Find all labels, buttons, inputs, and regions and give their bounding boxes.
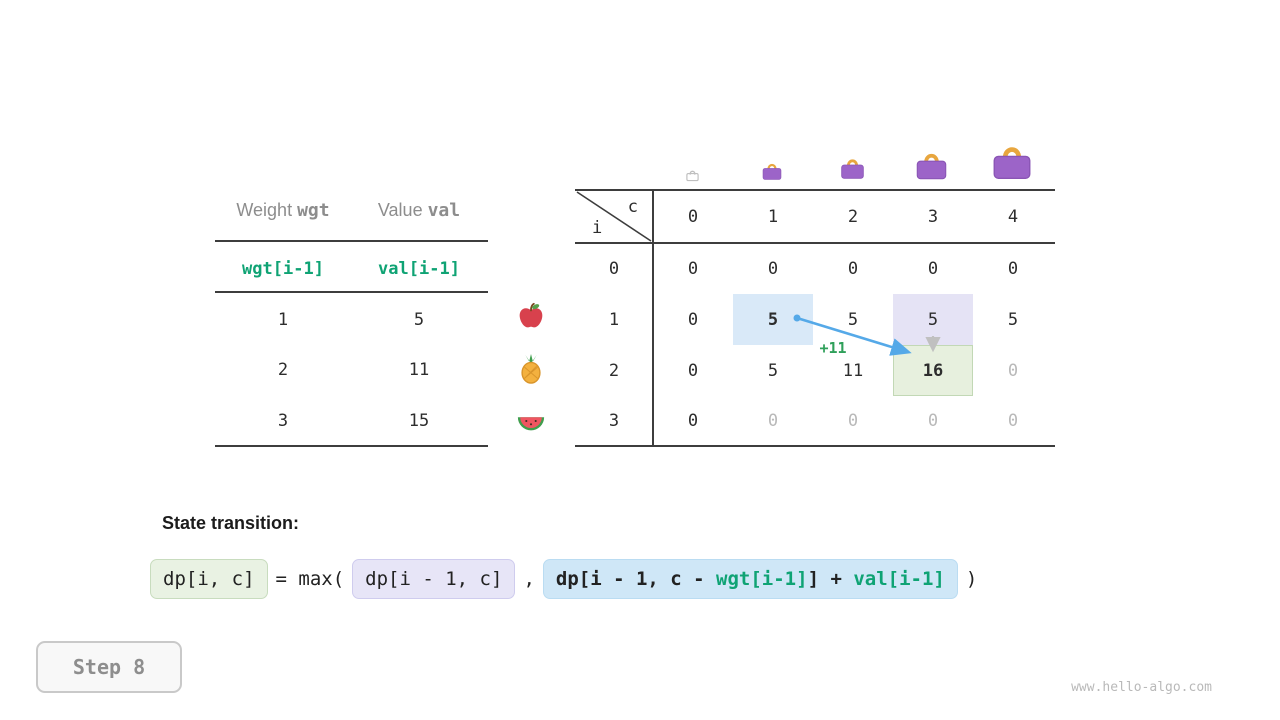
- formula-option2-box: dp[i - 1, c - wgt[i-1]] + val[i-1]: [542, 559, 958, 599]
- state-transition-heading: State transition:: [162, 513, 300, 533]
- dp-cell-2-3-current-highlight: 16: [893, 345, 973, 396]
- dp-cell-0-4: 0: [1007, 258, 1019, 279]
- dp-table-line-bottom: [575, 445, 1055, 447]
- item-2-value: 11: [408, 360, 430, 380]
- weight-header-code: wgt: [297, 200, 330, 221]
- dp-cell-1-4: 5: [1007, 309, 1019, 330]
- weight-header-prefix: Weight: [236, 200, 293, 220]
- item-2-weight: 2: [277, 360, 289, 380]
- dp-cell-3-4: 0: [1007, 411, 1019, 431]
- watermark: www.hello-algo.com: [1071, 680, 1212, 695]
- dp-cell-2-2: 11: [842, 360, 864, 381]
- value-header-prefix: Value: [377, 200, 423, 220]
- dp-cell-3-1: 0: [767, 411, 779, 431]
- bag-icon-capacity-4: [990, 140, 1034, 185]
- watermelon-icon: [515, 406, 547, 440]
- bag-icon-capacity-0: [685, 167, 700, 186]
- dp-row-header-3: 3: [608, 411, 620, 431]
- dp-col-header-1: 1: [767, 206, 779, 227]
- dp-table: c i 0 1 2 3 4 0 0 0 0 0 0 1 0 5 5 5 5 2 …: [575, 190, 1053, 446]
- item-3-value: 15: [408, 411, 430, 431]
- dp-col-header-3: 3: [927, 206, 939, 227]
- dp-col-header-0: 0: [687, 206, 699, 227]
- step-badge: Step 8: [36, 641, 182, 693]
- items-table-line-middle: [215, 291, 488, 293]
- dp-cell-2-0: 0: [687, 360, 699, 381]
- formula-option2-val: val[i-1]: [853, 568, 945, 590]
- formula-eq-max: = max(: [275, 568, 345, 590]
- arrow-value-label: +11: [819, 339, 847, 357]
- weight-column-header: Weight wgt: [207, 200, 359, 221]
- formula-option2-part2: ] +: [807, 568, 854, 590]
- items-table-line-top: [215, 240, 488, 242]
- dp-row-header-0: 0: [608, 258, 620, 279]
- formula-lhs-box: dp[i, c]: [150, 559, 268, 599]
- apple-icon: [515, 301, 547, 335]
- formula-option1-box: dp[i - 1, c]: [352, 559, 516, 599]
- item-1-weight: 1: [277, 310, 289, 330]
- bag-icon-capacity-3: [914, 148, 949, 185]
- item-1-value: 5: [413, 310, 425, 330]
- formula-close-paren: ): [965, 568, 978, 590]
- dp-cell-0-0: 0: [687, 258, 699, 279]
- value-header-code: val: [427, 200, 461, 221]
- dp-cell-0-1: 0: [767, 258, 779, 279]
- dp-cell-3-3: 0: [927, 411, 939, 431]
- dp-cell-3-2: 0: [847, 411, 859, 431]
- dp-col-header-4: 4: [1007, 206, 1019, 227]
- dp-cell-2-1: 5: [767, 360, 779, 381]
- item-3-weight: 3: [277, 411, 289, 431]
- val-formula-cell: val[i-1]: [378, 259, 460, 279]
- dp-corner-cell: c i: [575, 190, 653, 243]
- dp-cell-2-4: 0: [1007, 360, 1019, 381]
- bag-icon-capacity-1: [761, 160, 783, 185]
- dp-row-header-2: 2: [608, 360, 620, 381]
- dp-cell-1-0: 0: [687, 309, 699, 330]
- items-table-line-bottom: [215, 445, 488, 447]
- formula-option2-part1: dp[i - 1, c -: [555, 568, 717, 590]
- dp-row-header-1: 1: [608, 309, 620, 330]
- dp-cell-0-3: 0: [927, 258, 939, 279]
- value-column-header: Value val: [345, 200, 493, 221]
- wgt-formula-cell: wgt[i-1]: [242, 259, 324, 279]
- dp-cell-1-3-above-highlight: 5: [893, 294, 973, 345]
- dp-corner-label-c: c: [627, 197, 638, 217]
- dp-table-line-vertical: [652, 189, 654, 447]
- state-transition-formula: dp[i, c] = max( dp[i - 1, c] , dp[i - 1,…: [150, 559, 985, 599]
- bag-icon-capacity-2: [839, 155, 866, 184]
- dp-cell-3-0: 0: [687, 411, 699, 431]
- formula-option2-wgt: wgt[i-1]: [716, 568, 808, 590]
- dp-cell-1-2: 5: [847, 309, 859, 330]
- dp-cell-0-2: 0: [847, 258, 859, 279]
- dp-cell-1-1-source-highlight: 5: [733, 294, 813, 345]
- dp-table-line-top: [575, 189, 1055, 191]
- formula-comma: ,: [523, 568, 535, 590]
- dp-corner-label-i: i: [592, 218, 603, 238]
- dp-table-line-header: [575, 242, 1055, 244]
- pineapple-icon: [515, 354, 547, 388]
- dp-col-header-2: 2: [847, 206, 859, 227]
